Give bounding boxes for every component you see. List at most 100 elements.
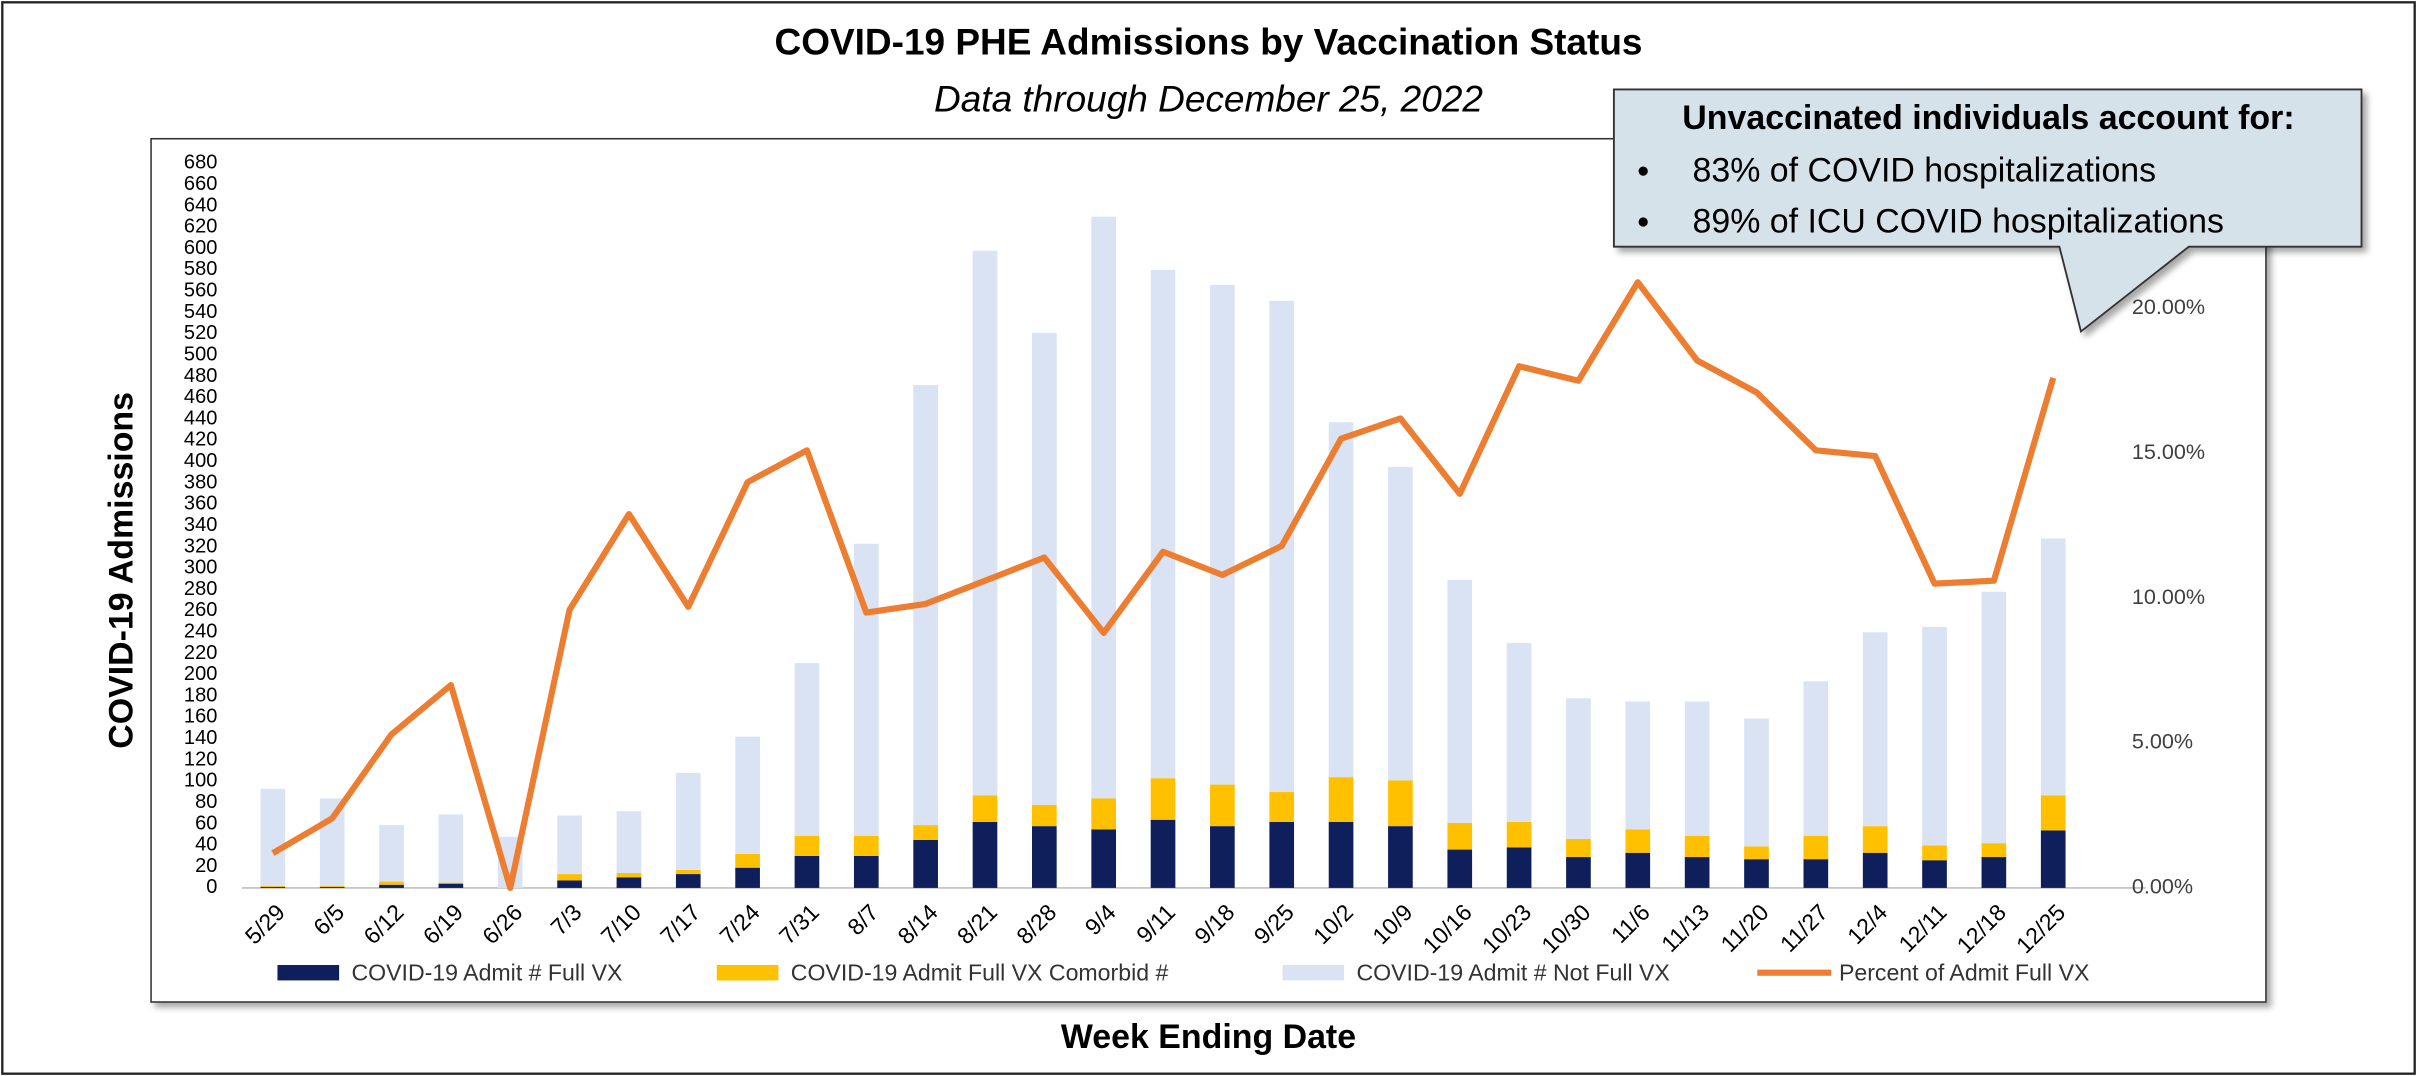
bar-segment bbox=[1210, 284, 1235, 785]
y-tick-label: 280 bbox=[184, 578, 217, 600]
bar-segment bbox=[616, 811, 642, 874]
y2-tick-label: 20.00% bbox=[2132, 294, 2205, 319]
bar-segment bbox=[1566, 857, 1591, 888]
y2-tick-label: 0.00% bbox=[2132, 874, 2193, 899]
y-tick-label: 220 bbox=[184, 642, 217, 664]
y-tick-label: 180 bbox=[184, 684, 217, 706]
callout-item: 83% of COVID hospitalizations bbox=[1693, 152, 2157, 190]
bar-segment bbox=[260, 885, 286, 887]
bar-segment bbox=[1803, 681, 1829, 836]
bar-segment bbox=[1566, 698, 1591, 839]
y-tick-label: 200 bbox=[184, 663, 217, 685]
bar-segment bbox=[1091, 829, 1117, 888]
line bbox=[271, 279, 2057, 892]
bar-segment bbox=[1803, 859, 1829, 888]
y-tick-label: 580 bbox=[184, 258, 217, 280]
y-tick-label: 500 bbox=[184, 343, 217, 365]
bar-segment bbox=[1625, 701, 1651, 830]
bar-segment bbox=[379, 881, 404, 885]
bullet bbox=[1638, 217, 1648, 227]
bar-segment bbox=[1150, 819, 1176, 888]
bar-segment bbox=[853, 855, 879, 888]
y-tick-label: 640 bbox=[184, 194, 217, 216]
bar-segment bbox=[794, 663, 820, 836]
bar-segment bbox=[1388, 826, 1413, 888]
y-tick-label: 560 bbox=[184, 280, 217, 302]
bar-segment bbox=[675, 874, 701, 888]
legend-label: Percent of Admit Full VX bbox=[1839, 959, 2089, 985]
legend-label: COVID-19 Admit # Full VX bbox=[351, 959, 622, 985]
y-tick-label: 460 bbox=[184, 386, 217, 408]
bar-segment bbox=[2040, 830, 2066, 888]
bar-segment bbox=[913, 839, 938, 888]
legend-swatch bbox=[277, 965, 340, 981]
y2-tick-label: 10.00% bbox=[2132, 584, 2205, 609]
y-tick-label: 240 bbox=[184, 621, 217, 643]
y-tick-label: 660 bbox=[184, 173, 217, 195]
callout-item: 89% of ICU COVID hospitalizations bbox=[1693, 202, 2224, 240]
bar-segment bbox=[616, 877, 642, 888]
y-tick-label: 360 bbox=[184, 493, 217, 515]
marks bbox=[260, 216, 2066, 892]
bar-segment bbox=[438, 814, 464, 883]
bar-segment bbox=[438, 882, 464, 884]
bar-segment bbox=[1862, 826, 1888, 853]
y-tick-label: 20 bbox=[195, 855, 217, 877]
bar-segment bbox=[913, 825, 938, 840]
bar-segment bbox=[1447, 580, 1473, 823]
y-tick-label: 160 bbox=[184, 706, 217, 728]
bar-segment bbox=[1328, 821, 1354, 888]
bar-segment bbox=[1091, 216, 1117, 799]
y-tick-label: 520 bbox=[184, 322, 217, 344]
y-tick-label: 300 bbox=[184, 557, 217, 579]
y2-tick-label: 15.00% bbox=[2132, 439, 2205, 464]
bar-segment bbox=[972, 250, 998, 796]
y-tick-label: 680 bbox=[184, 152, 217, 174]
bar-segment bbox=[735, 736, 760, 854]
bar-segment bbox=[853, 835, 879, 856]
callout-title: Unvaccinated individuals account for: bbox=[1682, 99, 2294, 137]
bar-segment bbox=[1981, 843, 2007, 858]
bar-segment bbox=[1150, 778, 1176, 820]
y-tick-label: 0 bbox=[206, 876, 217, 898]
bar-segment bbox=[319, 798, 345, 886]
bar-segment bbox=[260, 788, 286, 886]
bar-segment bbox=[1625, 829, 1651, 853]
bar-segment bbox=[1744, 718, 1769, 847]
bar-segment bbox=[1032, 804, 1057, 827]
bar-segment bbox=[260, 886, 286, 888]
y-axis-label: COVID-19 Admissions bbox=[102, 392, 140, 749]
bar-segment bbox=[1328, 777, 1354, 822]
bar-segment bbox=[1684, 857, 1710, 888]
bar-segment bbox=[616, 873, 642, 878]
legend-label: COVID-19 Admit # Not Full VX bbox=[1356, 959, 1669, 985]
bar-segment bbox=[1506, 847, 1532, 888]
bar-segment bbox=[1981, 857, 2007, 888]
y-tick-label: 320 bbox=[184, 535, 217, 557]
y-tick-label: 440 bbox=[184, 407, 217, 429]
y-tick-label: 480 bbox=[184, 365, 217, 387]
bar-segment bbox=[1744, 859, 1769, 888]
bar-segment bbox=[379, 825, 404, 882]
bar-segment bbox=[1566, 838, 1591, 858]
y-tick-label: 40 bbox=[195, 834, 217, 856]
bar-segment bbox=[1506, 642, 1532, 822]
bar-segment bbox=[1684, 701, 1710, 836]
callout-box bbox=[1612, 88, 2363, 334]
bar-segment bbox=[1684, 835, 1710, 858]
bar-segment bbox=[2040, 538, 2066, 796]
bar-segment bbox=[1150, 269, 1176, 779]
bar-segment bbox=[1506, 821, 1532, 848]
bar-segment bbox=[1091, 798, 1117, 830]
y-tick-label: 80 bbox=[195, 791, 217, 813]
bullet bbox=[1638, 166, 1648, 176]
y-tick-label: 340 bbox=[184, 514, 217, 536]
bar-segment bbox=[1862, 632, 1888, 827]
callout: Unvaccinated individuals account for: 83… bbox=[1612, 88, 2363, 334]
y2-tick-label: 5.00% bbox=[2132, 729, 2193, 754]
bar-segment bbox=[2040, 795, 2066, 831]
chart-subtitle: Data through December 25, 2022 bbox=[934, 79, 1483, 120]
legend-label: COVID-19 Admit Full VX Comorbid # bbox=[791, 959, 1169, 985]
bar-segment bbox=[319, 885, 345, 887]
